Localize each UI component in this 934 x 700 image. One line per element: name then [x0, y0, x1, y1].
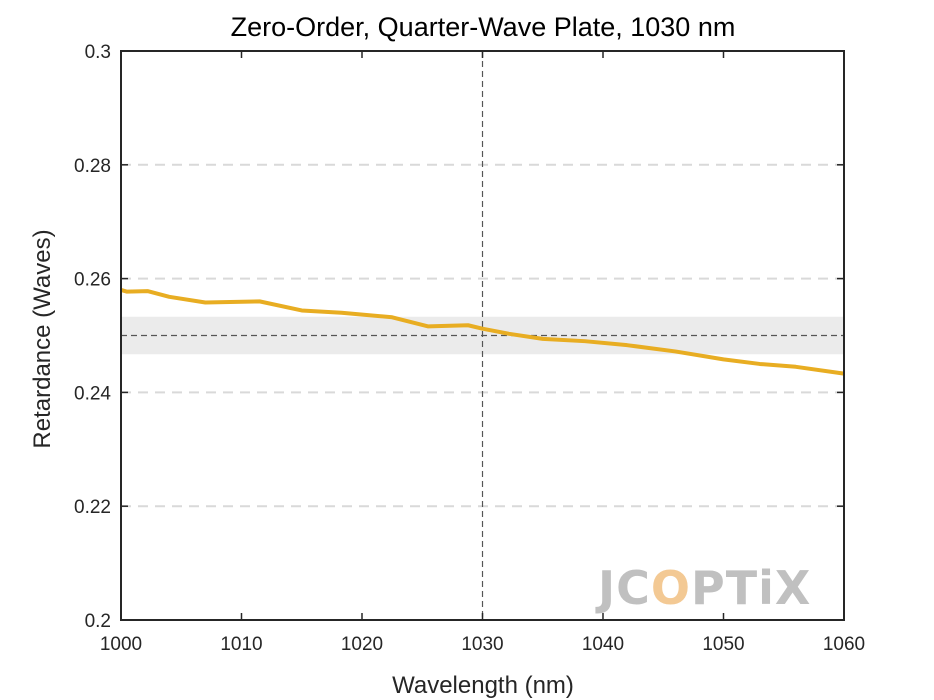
logo-letter-i: i [758, 561, 775, 615]
x-tick-label: 1000 [100, 634, 142, 655]
y-tick-label: 0.28 [74, 156, 111, 177]
x-tick-label: 1020 [341, 634, 383, 655]
x-tick-label: 1050 [702, 634, 744, 655]
logo-letter-j: J [595, 561, 616, 615]
retardance-series-line [120, 288, 845, 376]
chart-title: Zero-Order, Quarter-Wave Plate, 1030 nm [231, 12, 736, 42]
x-tick-label: 1060 [823, 634, 865, 655]
y-tick-label: 0.22 [74, 497, 111, 518]
y-axis-label: Retardance (Waves) [29, 229, 56, 448]
y-tick-label: 0.24 [74, 383, 111, 404]
plot-area: JCOPTiX 1000 1010 1020 1030 1040 1050 1060 0.2 0… [74, 42, 865, 655]
y-tick-label: 0.2 [85, 611, 111, 632]
x-tick-label: 1030 [461, 634, 503, 655]
axis-ticks: 1000 1010 1020 1030 1040 1050 1060 0.2 0.22 0.24 0… [74, 42, 865, 655]
x-tick-label: 1010 [220, 634, 262, 655]
x-axis-label: Wavelength (nm) [392, 672, 574, 699]
y-tick-label: 0.26 [74, 270, 111, 291]
logo-letter-o: O [651, 561, 691, 615]
logo-letters-pt: PT [691, 561, 758, 615]
watermark-logo: JCOPTiX [595, 561, 811, 615]
x-tick-label: 1040 [582, 634, 624, 655]
svg-text:JCOPTiX: JCOPTiX [595, 561, 811, 615]
logo-letter-x: X [775, 561, 811, 615]
logo-letter-c: C [616, 561, 651, 615]
y-tick-label: 0.3 [85, 42, 111, 63]
